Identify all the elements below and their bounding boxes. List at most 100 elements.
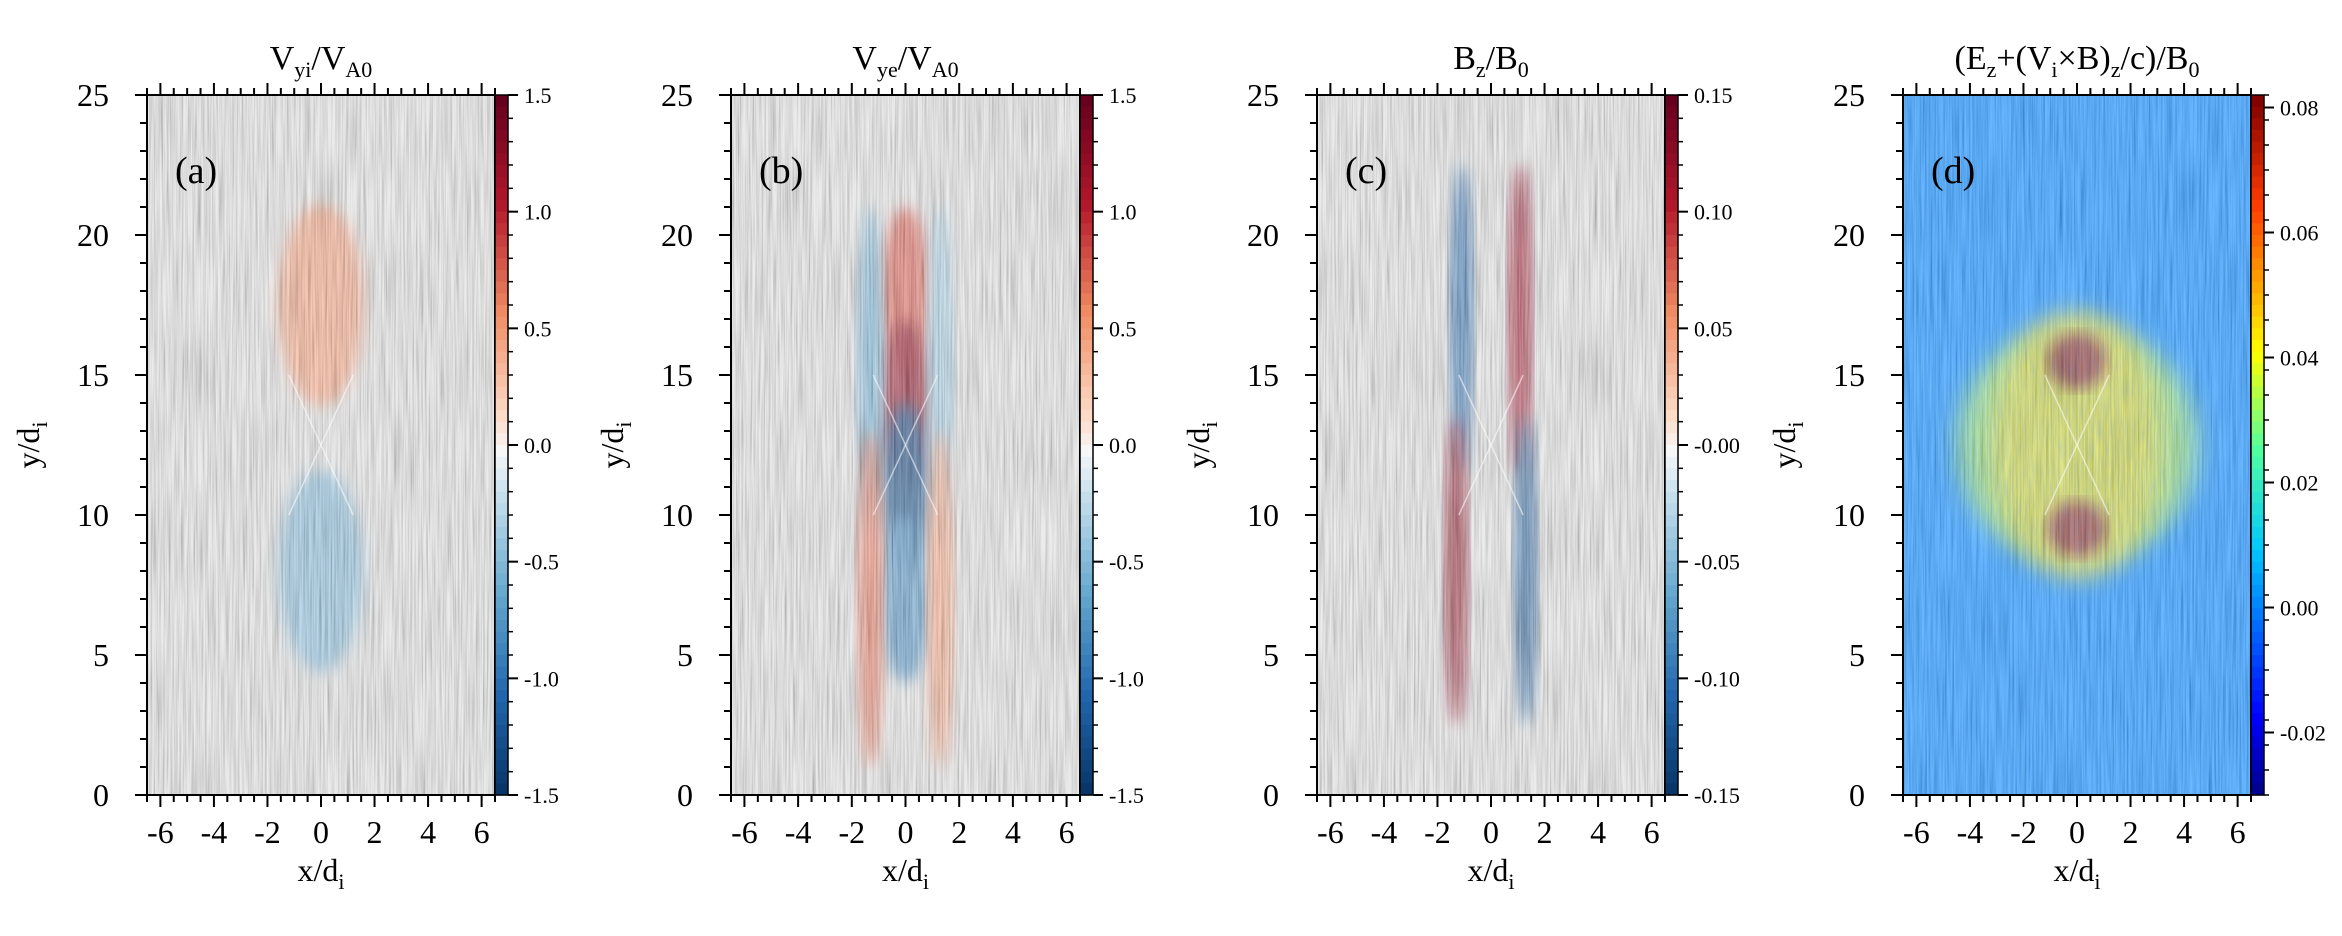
colorbar-segment — [495, 690, 508, 703]
colorbar-segment — [495, 538, 508, 551]
colorbar-segment — [1080, 95, 1093, 108]
colorbar-segment — [1080, 305, 1093, 318]
colorbar-segment — [1080, 281, 1093, 294]
colorbar-segment — [2251, 223, 2264, 236]
colorbar-segment — [495, 713, 508, 726]
x-tick-label: -6 — [731, 814, 758, 850]
colorbar-segment — [2251, 491, 2264, 504]
panel-4: -6 -4 -2 0 2 4 6 0 5 10 15 20 25 x/di y/di (Ez+(Vi×B)z/… — [1766, 40, 2326, 894]
colorbar-segment — [2251, 771, 2264, 784]
colorbar-segment — [1665, 258, 1678, 271]
colorbar-tick-label: 0.08 — [2280, 96, 2319, 121]
colorbar-segment — [1665, 760, 1678, 773]
colorbar-segment — [2251, 95, 2264, 108]
colorbar-segment — [1665, 106, 1678, 119]
plot-area — [1317, 95, 1665, 795]
colorbar-segment — [2251, 713, 2264, 726]
colorbar-segment — [1080, 433, 1093, 446]
colorbar-segment — [2251, 643, 2264, 656]
colorbar-segment — [495, 655, 508, 668]
colorbar-segment — [1080, 480, 1093, 493]
colorbar-segment — [1080, 421, 1093, 434]
colorbar-segment — [2251, 655, 2264, 668]
colorbar-segment — [495, 223, 508, 236]
panel-letter: (a) — [175, 150, 217, 192]
colorbar-segment — [495, 351, 508, 364]
colorbar-segment — [495, 550, 508, 563]
colorbar-segment — [1080, 503, 1093, 516]
y-tick-label: 0 — [93, 777, 109, 813]
colorbar-segment — [495, 270, 508, 283]
colorbar-segment — [495, 118, 508, 131]
colorbar-segment — [1080, 258, 1093, 271]
colorbar-segment — [1665, 316, 1678, 329]
colorbar-segment — [1665, 550, 1678, 563]
y-tick-label: 5 — [677, 637, 693, 673]
colorbar-segment — [1665, 503, 1678, 516]
colorbar-segment — [1080, 585, 1093, 598]
colorbar-segment — [1080, 445, 1093, 458]
colorbar-tick-label: -0.10 — [1694, 666, 1740, 691]
colorbar-tick-label: 0.5 — [524, 316, 552, 341]
colorbar-tick-label: -0.15 — [1694, 783, 1740, 808]
colorbar-segment — [1080, 550, 1093, 563]
y-axis-label: y/di — [594, 421, 636, 468]
colorbar-segment — [1665, 165, 1678, 178]
panel-title: Vyi/VA0 — [270, 40, 373, 82]
colorbar-segment — [495, 736, 508, 749]
colorbar-segment — [495, 480, 508, 493]
colorbar-segment — [1080, 736, 1093, 749]
colorbar-segment — [1665, 585, 1678, 598]
y-tick-label: 15 — [1833, 357, 1865, 393]
colorbar-segment — [1080, 293, 1093, 306]
x-tick-label: -4 — [201, 814, 228, 850]
colorbar-segment — [495, 305, 508, 318]
y-tick-label: 25 — [661, 77, 693, 113]
colorbar-segment — [2251, 526, 2264, 539]
colorbar-segment — [1665, 631, 1678, 644]
colorbar-segment — [1665, 456, 1678, 469]
colorbar-segment — [2251, 783, 2264, 796]
colorbar-segment — [2251, 398, 2264, 411]
panel-title: (Ez+(Vi×B)z/c)/B0 — [1955, 40, 2200, 82]
colorbar-segment — [1665, 538, 1678, 551]
colorbar-segment — [495, 526, 508, 539]
colorbar-tick-label: 0.05 — [1694, 316, 1733, 341]
colorbar-segment — [1665, 655, 1678, 668]
colorbar-segment — [495, 95, 508, 108]
colorbar-segment — [2251, 200, 2264, 213]
colorbar-segment — [495, 515, 508, 528]
colorbar-segment — [1665, 491, 1678, 504]
colorbar-segment — [495, 678, 508, 691]
separatrix — [2044, 374, 2110, 516]
colorbar-segment — [1665, 771, 1678, 784]
colorbar-segment — [1080, 620, 1093, 633]
y-tick-label: 10 — [1247, 497, 1279, 533]
colorbar-segment — [2251, 468, 2264, 481]
colorbar: 0.15 0.10 0.05 -0.00 -0.05 -0.10 -0.15 — [1664, 83, 1740, 808]
colorbar-segment — [2251, 351, 2264, 364]
colorbar-segment — [495, 631, 508, 644]
colorbar-segment — [495, 725, 508, 738]
y-tick-label: 15 — [77, 357, 109, 393]
x-tick-label: 0 — [1483, 814, 1499, 850]
colorbar-segment — [495, 573, 508, 586]
colorbar-segment — [1080, 351, 1093, 364]
colorbar-segment — [1080, 211, 1093, 224]
colorbar-segment — [1665, 398, 1678, 411]
x-tick-label: 6 — [1644, 814, 1660, 850]
x-tick-label: 2 — [1537, 814, 1553, 850]
colorbar-segment — [1665, 410, 1678, 423]
colorbar-segment — [2251, 445, 2264, 458]
colorbar-segment — [495, 760, 508, 773]
separatrix — [288, 374, 354, 516]
colorbar-segment — [1080, 725, 1093, 738]
colorbar-tick-label: -0.00 — [1694, 433, 1740, 458]
colorbar-segment — [2251, 130, 2264, 143]
y-tick-label: 0 — [1849, 777, 1865, 813]
plot-area — [731, 95, 1080, 795]
colorbar-segment — [2251, 141, 2264, 154]
panel-letter: (b) — [759, 150, 803, 192]
colorbar-segment — [1665, 386, 1678, 399]
colorbar-segment — [2251, 165, 2264, 178]
